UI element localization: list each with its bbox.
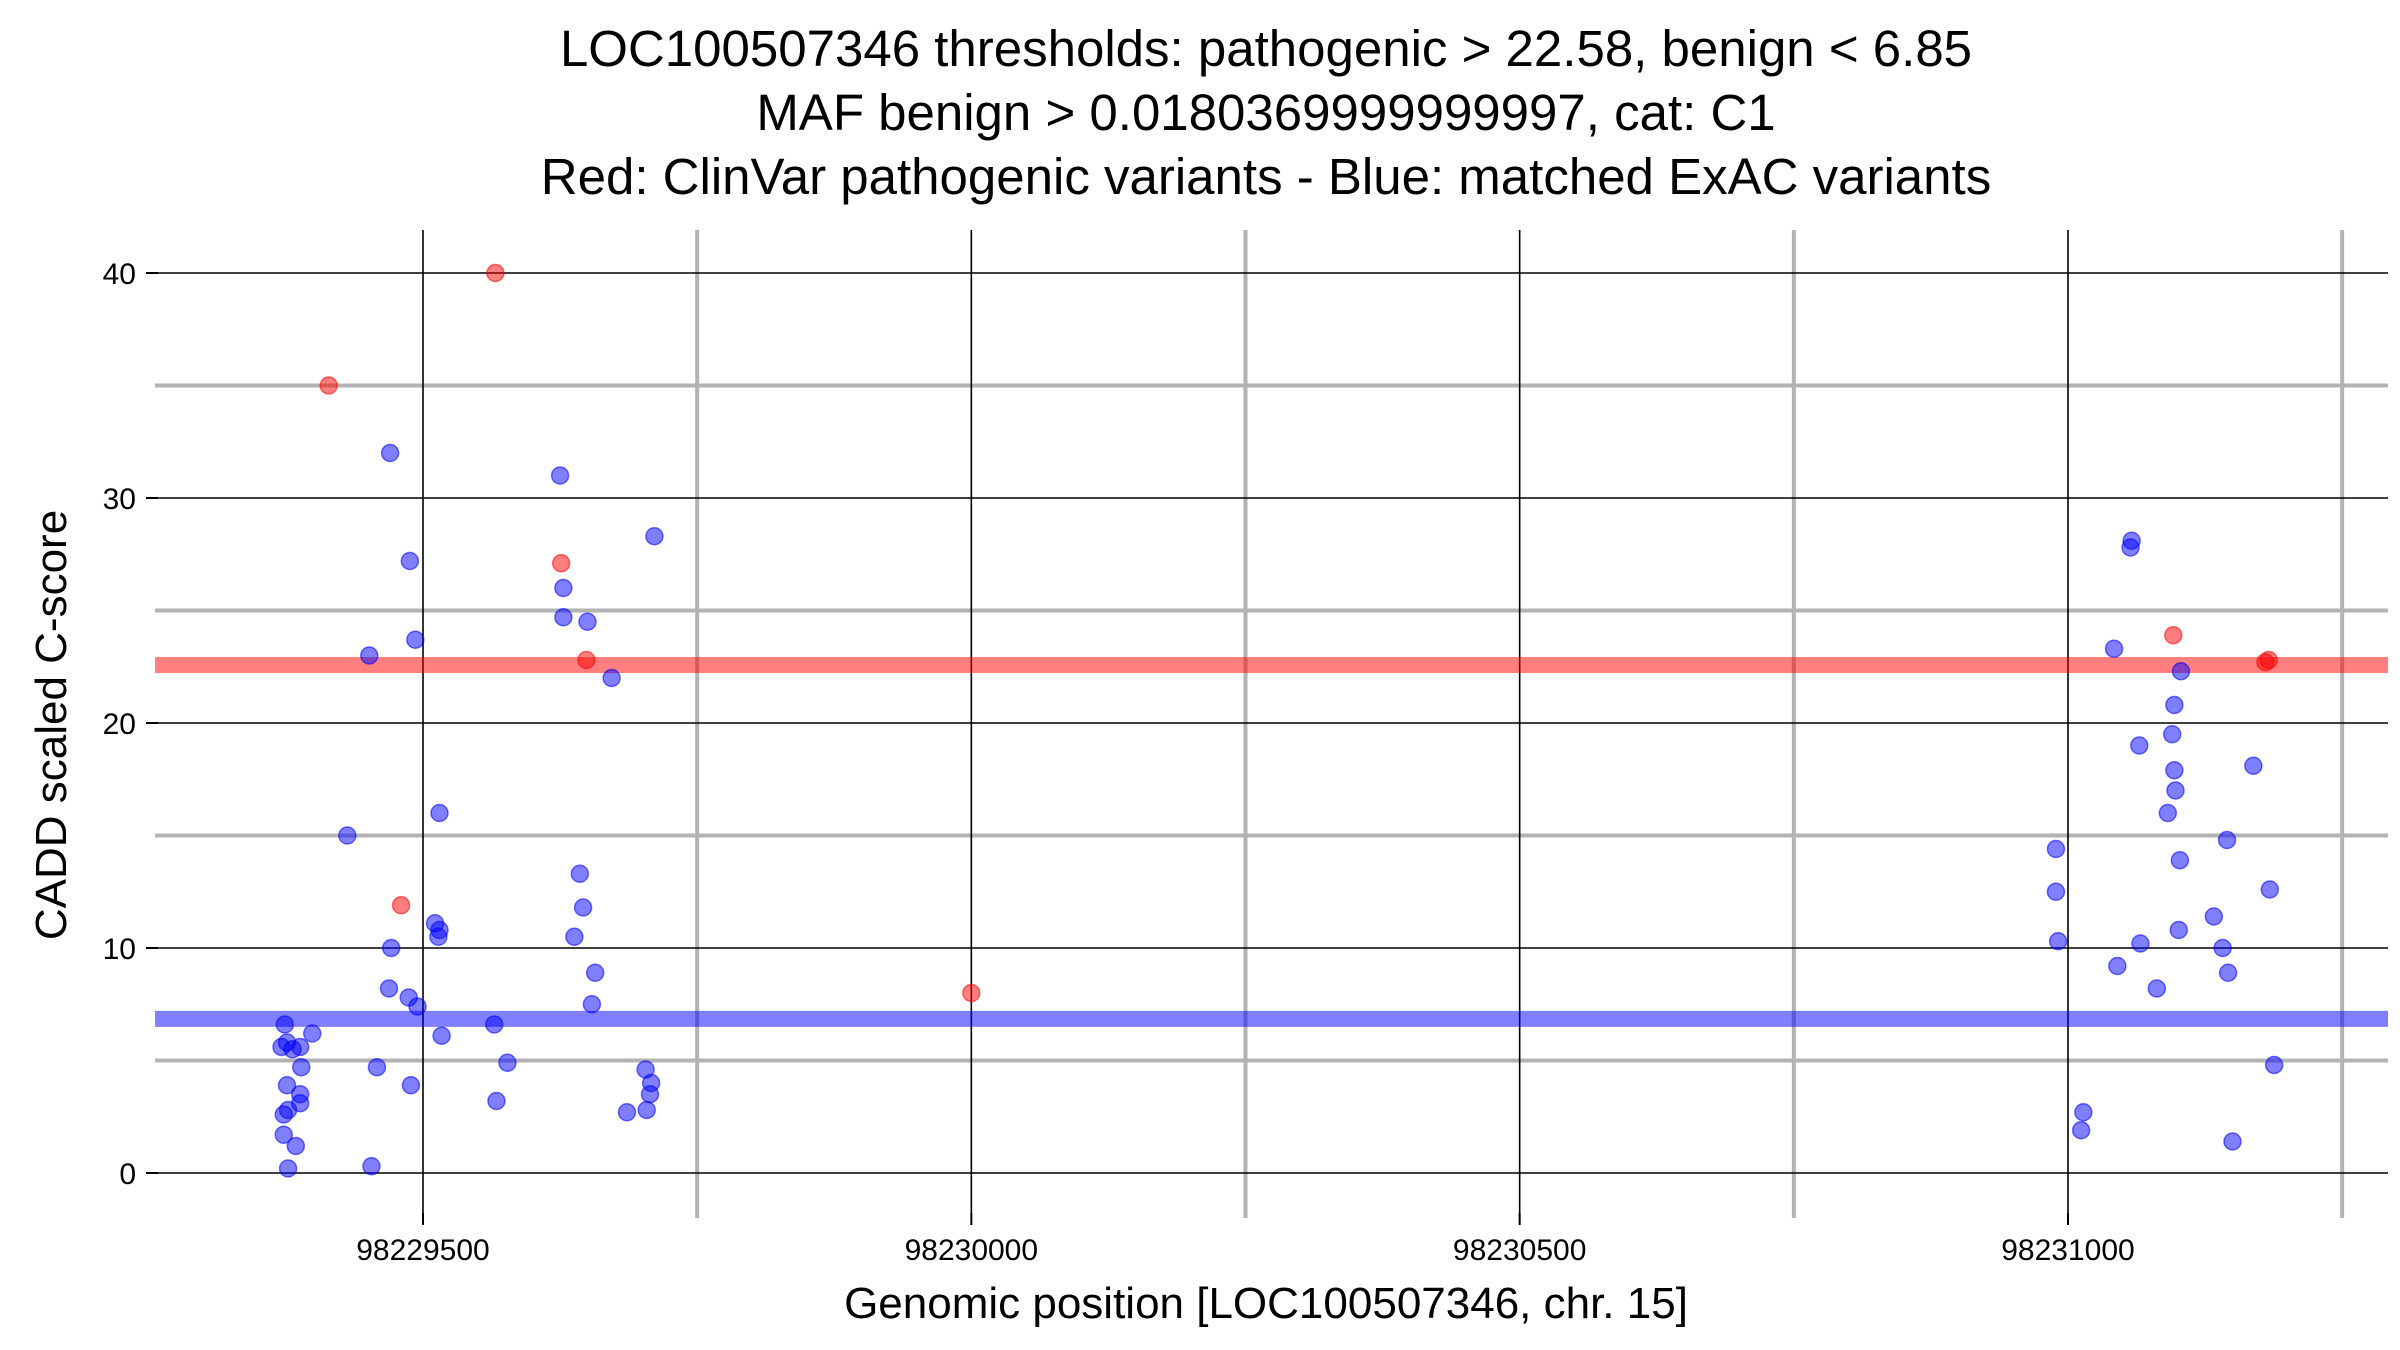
title-line-3: Red: ClinVar pathogenic variants - Blue:… xyxy=(541,148,1991,205)
exac-point xyxy=(640,1085,660,1104)
exac-point xyxy=(2244,756,2263,775)
exac-point xyxy=(362,1157,381,1176)
exac-point xyxy=(602,668,621,688)
y-axis: 0 10 20 30 40 xyxy=(103,258,158,1191)
exac-point xyxy=(275,1015,295,1034)
exac-point xyxy=(550,466,570,485)
exac-point xyxy=(2169,920,2189,940)
exac-point xyxy=(380,443,400,463)
exac-point xyxy=(2074,1103,2093,1122)
pathogenic-point xyxy=(2164,626,2183,645)
y-tick-label: 0 xyxy=(119,1158,136,1191)
exac-point xyxy=(2217,830,2237,850)
exac-point xyxy=(432,1026,451,1045)
pathogenic-point xyxy=(391,896,411,915)
exac-point xyxy=(381,938,401,958)
title-line-2: MAF benign > 0.0180369999999997, cat: C1 xyxy=(756,84,1775,141)
exac-point xyxy=(2130,736,2149,755)
exac-point xyxy=(570,864,590,883)
exac-point xyxy=(554,608,573,627)
exac-point xyxy=(2170,851,2190,870)
threshold-lines xyxy=(155,656,2388,1027)
exac-point xyxy=(2121,538,2140,557)
exac-point xyxy=(338,826,357,845)
exac-point xyxy=(2131,934,2150,953)
exac-point xyxy=(2071,1121,2091,1140)
exac-point xyxy=(487,1091,506,1111)
exac-point xyxy=(408,997,427,1016)
exac-point xyxy=(2260,880,2280,899)
exac-point xyxy=(2048,932,2068,951)
x-tick-label: 98231000 xyxy=(2001,1234,2134,1267)
exac-point xyxy=(360,646,379,665)
x-axis: 98229500 98230000 98230500 98231000 xyxy=(356,1213,2135,1267)
pathogenic-point xyxy=(551,554,571,573)
exac-point xyxy=(406,630,425,649)
minor-grid xyxy=(155,230,2388,1218)
exac-point xyxy=(430,920,449,940)
exac-point xyxy=(582,995,602,1014)
exac-point xyxy=(2171,662,2191,681)
exac-point xyxy=(2046,882,2066,901)
pathogenic-point xyxy=(962,983,981,1003)
exac-point xyxy=(2213,938,2232,958)
exac-point xyxy=(401,1076,421,1095)
exac-point xyxy=(278,1159,298,1178)
exac-point xyxy=(2158,803,2178,823)
exac-point xyxy=(2223,1132,2242,1151)
exac-point xyxy=(637,1100,656,1120)
exac-point xyxy=(2108,956,2127,976)
x-tick-label: 98229500 xyxy=(356,1234,489,1267)
exac-point xyxy=(498,1053,517,1072)
exac-point xyxy=(645,527,664,546)
exac-point xyxy=(2104,639,2124,658)
major-grid xyxy=(155,230,2388,1218)
exac-point xyxy=(277,1033,297,1052)
pathogenic-point xyxy=(486,263,505,283)
exac-point xyxy=(2162,725,2182,744)
exac-point xyxy=(292,1058,311,1077)
exac-point xyxy=(278,1100,298,1120)
exac-point xyxy=(2165,761,2184,780)
exac-point xyxy=(302,1024,322,1043)
exac-point xyxy=(379,979,399,998)
y-tick-label: 40 xyxy=(103,258,136,291)
exac-point xyxy=(2165,695,2184,715)
exac-point xyxy=(485,1015,504,1034)
pathogenic-point xyxy=(577,650,596,670)
y-tick-label: 10 xyxy=(103,933,136,966)
exac-point xyxy=(573,898,593,917)
exac-point xyxy=(2166,781,2185,800)
y-tick-label: 30 xyxy=(103,483,136,516)
title-line-1: LOC100507346 thresholds: pathogenic > 22… xyxy=(560,20,1972,77)
exac-point xyxy=(2204,907,2224,926)
exac-point xyxy=(578,612,597,631)
exac-point xyxy=(2264,1055,2284,1075)
exac-point xyxy=(2046,839,2066,859)
pathogenic-point xyxy=(319,376,338,395)
exac-point xyxy=(2147,979,2167,998)
exac-point xyxy=(286,1136,306,1156)
chart-title: LOC100507346 thresholds: pathogenic > 22… xyxy=(541,20,1991,205)
x-axis-label: Genomic position [LOC100507346, chr. 15] xyxy=(844,1279,1688,1328)
y-tick-label: 20 xyxy=(103,708,136,741)
exac-point xyxy=(2218,963,2238,982)
y-axis-label: CADD scaled C-score xyxy=(27,510,76,940)
exac-point xyxy=(585,963,605,982)
exac-point xyxy=(277,1076,297,1095)
exac-point xyxy=(400,551,420,571)
x-tick-label: 98230500 xyxy=(1453,1234,1586,1267)
exac-point xyxy=(274,1125,293,1144)
exac-point xyxy=(430,803,449,823)
pathogenic-point xyxy=(2259,650,2278,670)
exac-point xyxy=(367,1058,387,1077)
x-tick-label: 98230000 xyxy=(905,1234,1038,1267)
data-points xyxy=(272,263,2284,1178)
exac-point xyxy=(554,578,573,598)
exac-point xyxy=(565,927,584,946)
exac-point xyxy=(617,1103,637,1122)
